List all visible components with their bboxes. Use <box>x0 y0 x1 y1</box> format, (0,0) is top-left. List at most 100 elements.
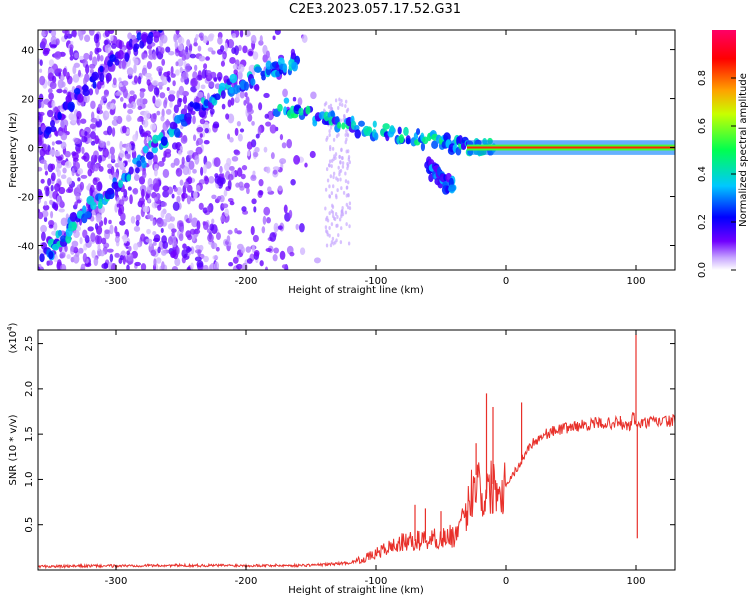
noise-cell <box>87 137 93 143</box>
feature-cell <box>157 30 164 33</box>
noise-cell <box>345 193 349 198</box>
noise-cell <box>182 166 190 176</box>
noise-cell <box>147 198 151 203</box>
noise-cell <box>337 165 340 170</box>
feature-cell <box>186 116 192 125</box>
noise-cell <box>347 241 351 246</box>
noise-cell <box>110 34 114 42</box>
noise-cell <box>208 175 215 184</box>
noise-cell <box>165 46 171 53</box>
noise-cell <box>324 101 328 106</box>
noise-cell <box>137 117 141 122</box>
noise-cell <box>220 60 226 67</box>
noise-cell <box>258 179 264 187</box>
noise-cell <box>244 30 251 37</box>
noise-cell <box>153 154 158 165</box>
noise-cell <box>90 140 96 146</box>
noise-cell <box>251 198 257 205</box>
noise-cell <box>232 64 238 70</box>
noise-cell <box>251 244 255 254</box>
noise-cell <box>252 234 259 243</box>
feature-cell <box>312 119 318 127</box>
noise-cell <box>215 232 221 240</box>
noise-cell <box>241 206 247 212</box>
noise-cell <box>336 188 339 193</box>
noise-cell <box>232 256 239 264</box>
noise-cell <box>277 225 283 230</box>
noise-cell <box>259 260 264 267</box>
noise-cell <box>81 136 88 143</box>
noise-cell <box>122 234 128 244</box>
feature-cell <box>162 18 166 27</box>
feature-cell <box>229 73 238 84</box>
noise-cell <box>177 97 182 108</box>
feature-cell <box>397 126 402 135</box>
x-tick-label: 100 <box>626 276 645 287</box>
noise-cell <box>292 96 297 102</box>
noise-cell <box>269 124 277 134</box>
noise-cell <box>114 91 122 97</box>
noise-cell <box>273 247 280 254</box>
noise-cell <box>133 243 139 251</box>
noise-cell <box>192 168 197 174</box>
noise-cell <box>40 159 47 165</box>
noise-cell <box>216 195 222 201</box>
feature-cell <box>171 9 178 17</box>
feature-cell <box>228 86 235 94</box>
feature-cell <box>50 126 57 133</box>
noise-cell <box>56 68 63 73</box>
noise-cell <box>326 230 329 235</box>
noise-cell <box>239 30 244 38</box>
noise-cell <box>231 156 239 162</box>
noise-cell <box>335 195 338 200</box>
snr-frame <box>37 329 676 571</box>
noise-cell <box>114 236 120 243</box>
noise-cell <box>265 50 270 59</box>
noise-cell <box>203 63 208 70</box>
snr-series <box>38 334 675 570</box>
feature-cell <box>341 122 346 130</box>
noise-cell <box>332 175 335 180</box>
noise-cell <box>48 92 54 100</box>
noise-cell <box>79 237 83 245</box>
feature-cell <box>82 88 90 97</box>
noise-cell <box>179 222 184 227</box>
noise-cell <box>80 174 88 179</box>
noise-cell <box>194 155 200 165</box>
noise-cell <box>270 152 275 160</box>
noise-cell <box>69 44 74 50</box>
noise-cell <box>161 261 165 270</box>
noise-cell <box>96 53 101 62</box>
noise-cell <box>175 30 180 35</box>
noise-cell <box>81 146 85 155</box>
noise-cell <box>229 137 234 143</box>
noise-cell <box>334 211 338 216</box>
noise-cell <box>338 97 341 102</box>
y-tick-label: -20 <box>18 193 34 204</box>
noise-cell <box>336 214 339 219</box>
noise-cell <box>77 69 82 77</box>
noise-cell <box>241 165 248 171</box>
noise-cell <box>347 154 351 159</box>
noise-cell <box>335 134 339 139</box>
noise-cell <box>263 146 268 153</box>
noise-cell <box>272 254 278 262</box>
noise-cell <box>141 170 147 179</box>
noise-cell <box>89 131 96 140</box>
noise-cell <box>209 108 215 115</box>
feature-cell <box>165 18 171 27</box>
noise-cell <box>60 174 67 180</box>
noise-cell <box>172 80 176 87</box>
feature-cell <box>243 81 249 91</box>
noise-cell <box>210 71 217 79</box>
noise-cell <box>78 55 85 61</box>
noise-cell <box>176 195 181 203</box>
noise-cell <box>50 163 56 171</box>
noise-cell <box>262 44 268 55</box>
noise-cell <box>165 118 170 128</box>
noise-cell <box>125 142 132 152</box>
noise-cell <box>250 174 257 181</box>
noise-cell <box>171 193 175 199</box>
noise-cell <box>156 65 163 72</box>
noise-cell <box>229 165 235 172</box>
